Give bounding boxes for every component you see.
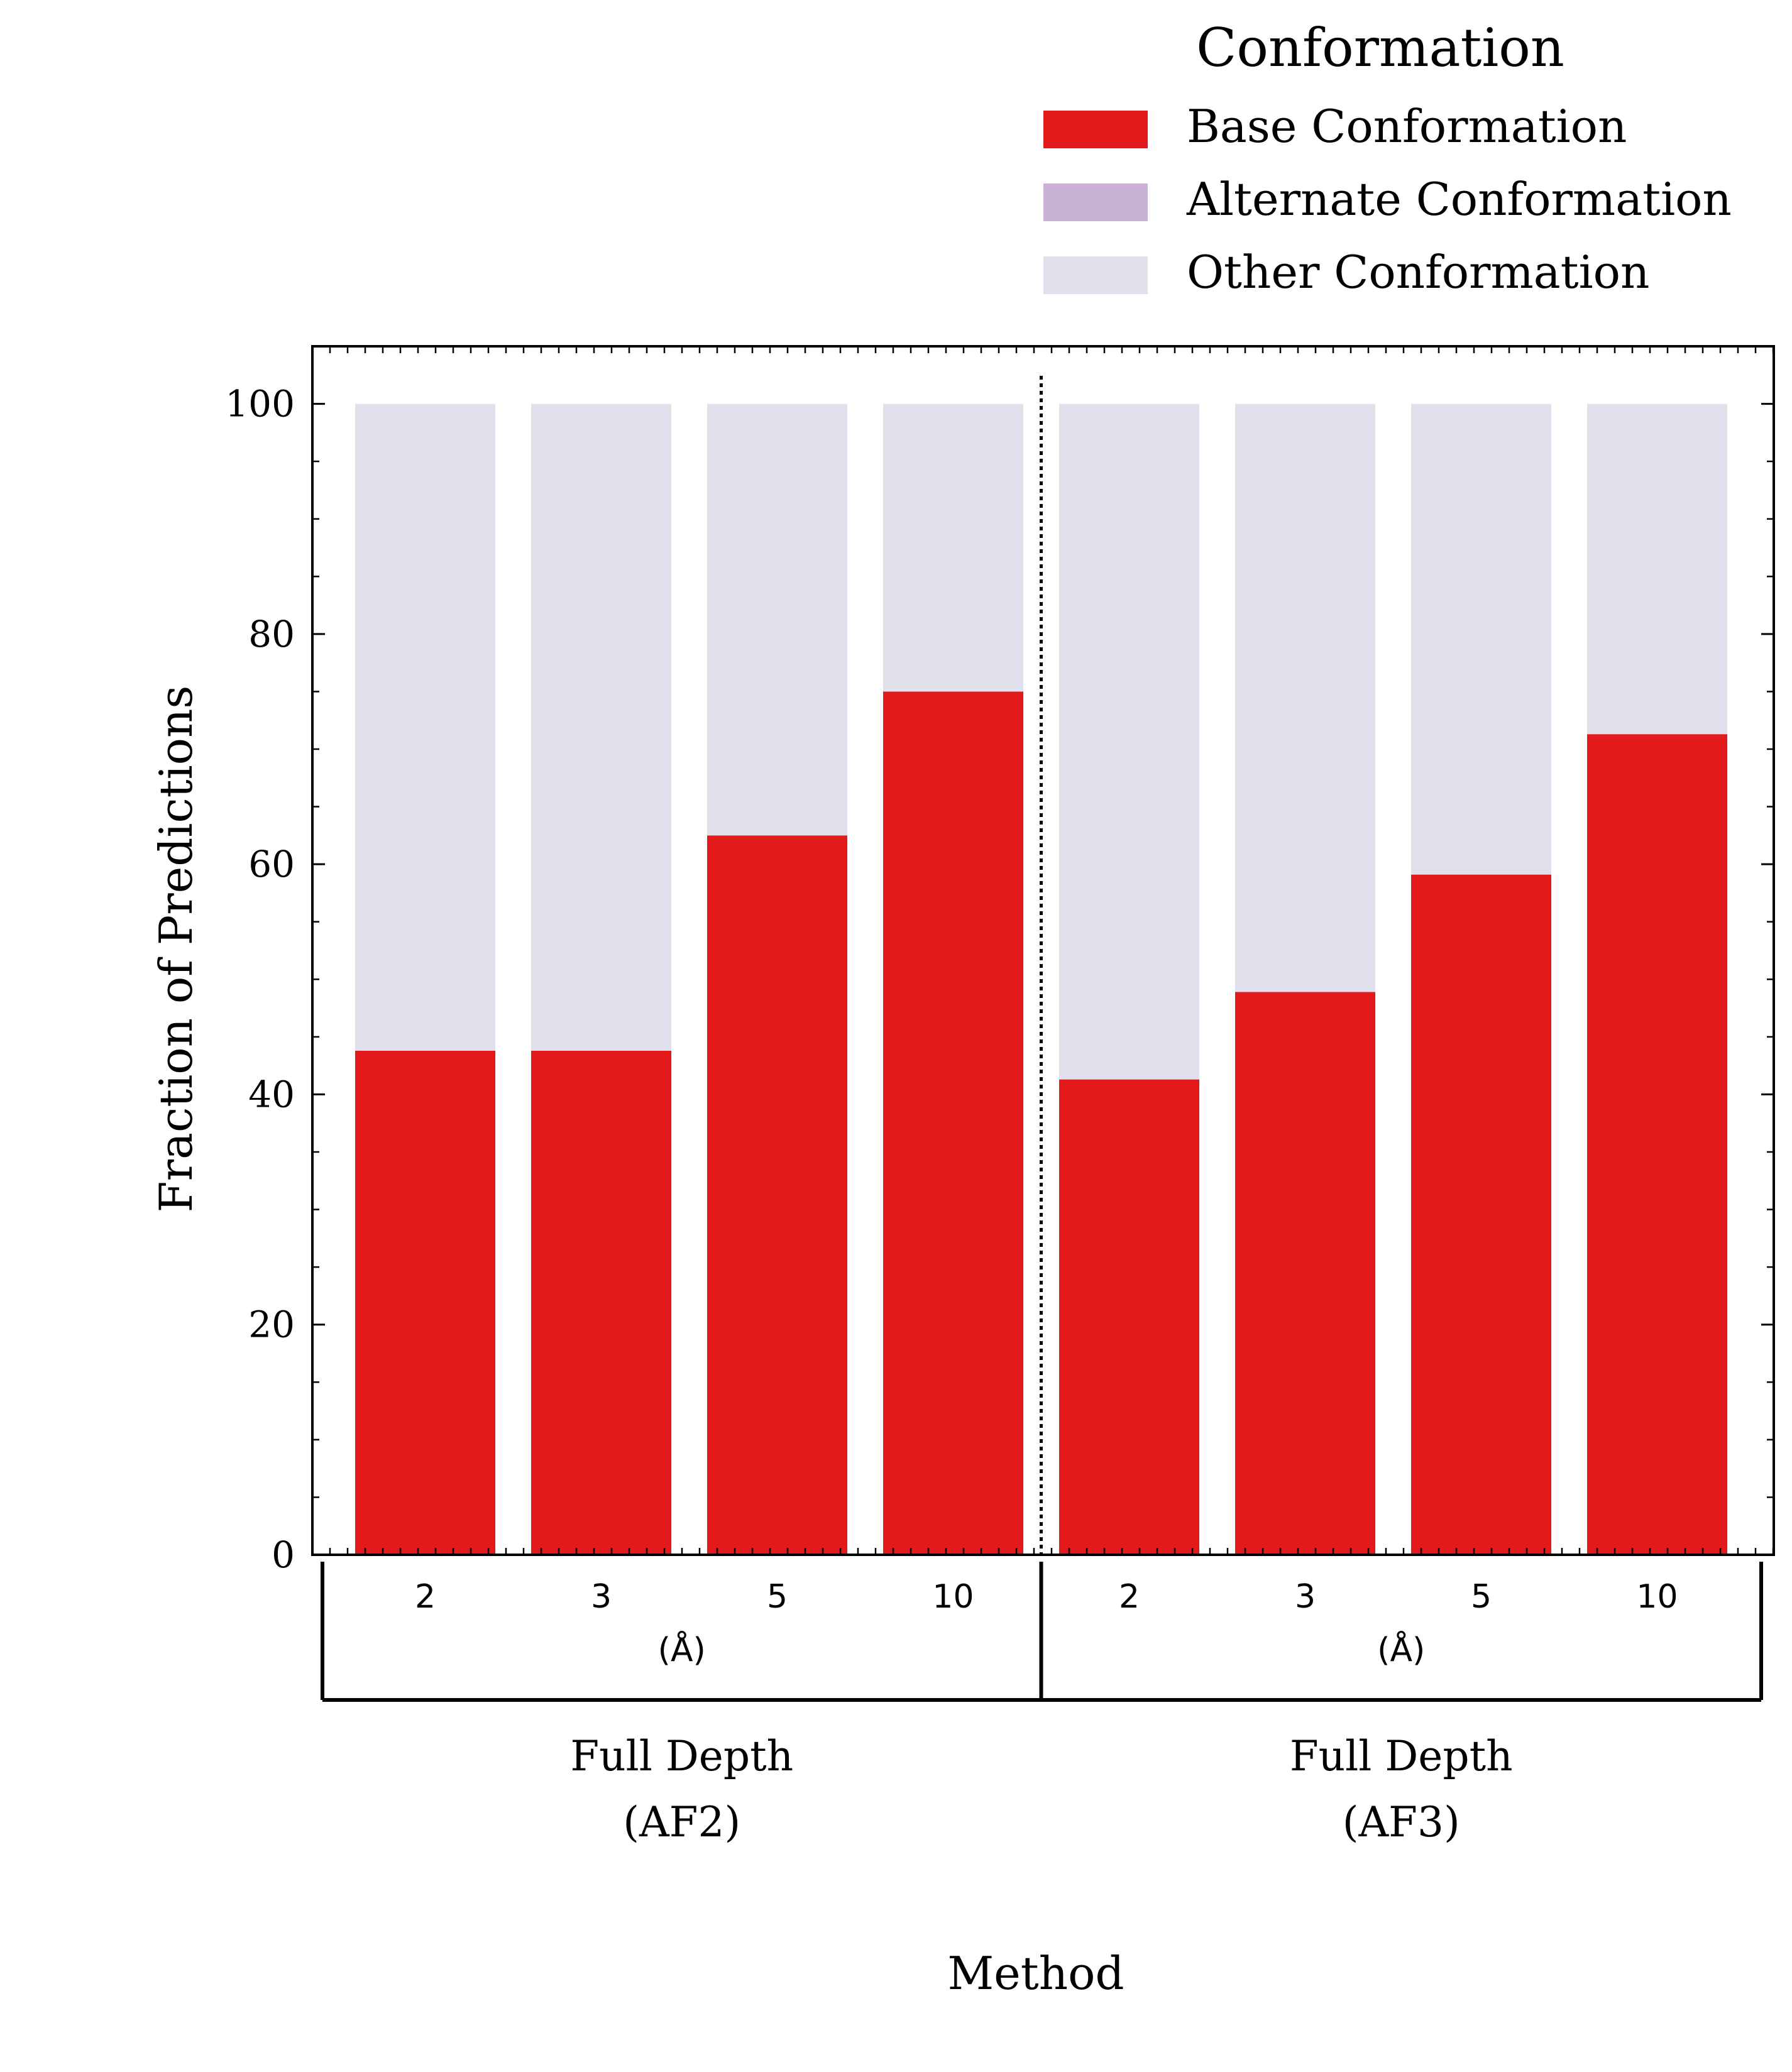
legend-title: Conformation xyxy=(1196,17,1564,79)
plot-frame xyxy=(311,345,1775,1556)
bar-other-5 xyxy=(1235,403,1375,992)
legend-label: Alternate Conformation xyxy=(1186,173,1732,226)
y-tick-label: 40 xyxy=(248,1073,295,1115)
bar-base-5 xyxy=(1235,992,1375,1555)
x-category-label: 10 xyxy=(1636,1578,1678,1616)
bar-base-3 xyxy=(883,691,1023,1555)
x-axis-label: Method xyxy=(947,1947,1124,2000)
bar-other-3 xyxy=(883,403,1023,692)
bar-other-0 xyxy=(355,403,495,1051)
bar-other-7 xyxy=(1587,403,1727,735)
legend: Conformation Base Conformation Alternate C… xyxy=(1043,17,1732,299)
group-label-line1: Full Depth xyxy=(1290,1732,1513,1780)
x-category-label: 2 xyxy=(415,1578,436,1616)
bar-other-2 xyxy=(707,403,847,836)
x-category-label: 5 xyxy=(1471,1578,1492,1616)
y-tick-label: 0 xyxy=(272,1533,295,1576)
legend-swatch xyxy=(1043,256,1148,294)
y-tick-label: 80 xyxy=(248,613,295,655)
x-category-label: 5 xyxy=(767,1578,788,1616)
x-category-labels: 2 3 5 10 2 3 5 10 xyxy=(415,1578,1678,1616)
bar-base-1 xyxy=(531,1050,671,1555)
bar-base-0 xyxy=(355,1050,495,1555)
y-tick-label: 100 xyxy=(225,383,295,425)
bar-other-6 xyxy=(1411,403,1551,875)
x-category-label: 2 xyxy=(1119,1578,1140,1616)
y-axis-label: Fraction of Predictions xyxy=(150,686,202,1213)
legend-swatch xyxy=(1043,184,1148,221)
bars-layer xyxy=(355,403,1727,1555)
group-label-line2: (AF3) xyxy=(1343,1798,1460,1846)
y-tick-label: 20 xyxy=(248,1303,295,1346)
legend-label: Base Conformation xyxy=(1187,100,1627,153)
y-ticks: 0 20 40 60 80 100 xyxy=(225,346,1774,1576)
legend-label: Other Conformation xyxy=(1187,246,1649,299)
group-unit-label: (Å) xyxy=(1377,1630,1425,1669)
bar-base-7 xyxy=(1587,734,1727,1555)
bar-base-2 xyxy=(707,835,847,1555)
group-label-line2: (AF2) xyxy=(623,1798,740,1846)
x-category-label: 3 xyxy=(591,1578,612,1616)
bar-base-4 xyxy=(1059,1079,1199,1555)
group-unit-label: (Å) xyxy=(658,1630,706,1669)
bar-other-1 xyxy=(531,403,671,1051)
group-label-line1: Full Depth xyxy=(570,1732,793,1780)
bar-other-4 xyxy=(1059,403,1199,1080)
legend-swatch xyxy=(1043,111,1148,148)
y-tick-label: 60 xyxy=(248,843,295,885)
axes-layer xyxy=(311,345,1775,1556)
x-category-label: 10 xyxy=(932,1578,974,1616)
bar-base-6 xyxy=(1411,874,1551,1555)
x-category-label: 3 xyxy=(1295,1578,1316,1616)
group-brackets: (Å) Full Depth (AF2) (Å) Full Depth (AF3) xyxy=(321,1562,1763,1846)
